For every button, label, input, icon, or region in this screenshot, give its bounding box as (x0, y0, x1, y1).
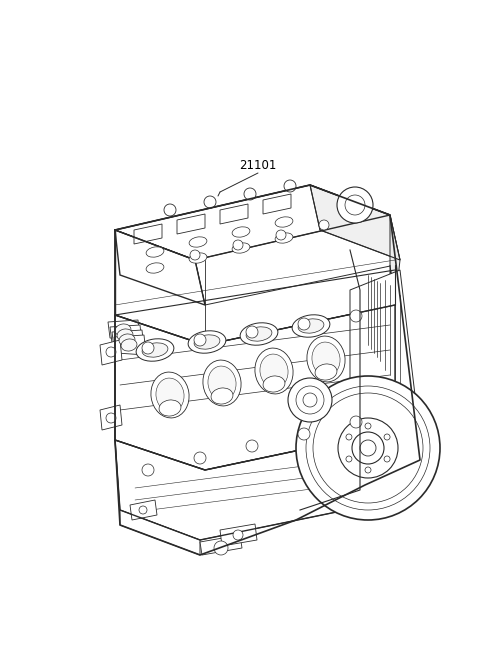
Ellipse shape (315, 364, 337, 380)
Polygon shape (120, 510, 200, 555)
Ellipse shape (117, 329, 133, 341)
Ellipse shape (240, 323, 278, 345)
Polygon shape (310, 185, 400, 260)
Circle shape (194, 452, 206, 464)
Circle shape (350, 310, 362, 322)
Polygon shape (110, 325, 142, 345)
Ellipse shape (260, 354, 288, 388)
Polygon shape (220, 524, 257, 546)
Ellipse shape (232, 227, 250, 237)
Ellipse shape (232, 243, 250, 253)
Circle shape (106, 347, 116, 357)
Ellipse shape (255, 348, 293, 394)
Circle shape (142, 464, 154, 476)
Ellipse shape (312, 342, 340, 376)
Circle shape (346, 434, 352, 440)
Circle shape (365, 423, 371, 429)
Polygon shape (200, 535, 242, 555)
Circle shape (338, 418, 398, 478)
Ellipse shape (298, 319, 324, 333)
Circle shape (360, 440, 376, 456)
Ellipse shape (151, 372, 189, 418)
Ellipse shape (189, 253, 207, 263)
Polygon shape (390, 215, 400, 305)
Polygon shape (263, 194, 291, 214)
Polygon shape (390, 390, 395, 500)
Circle shape (246, 440, 258, 452)
Polygon shape (350, 270, 420, 485)
Circle shape (194, 334, 206, 346)
Circle shape (164, 204, 176, 216)
Ellipse shape (189, 237, 207, 247)
Ellipse shape (307, 336, 345, 382)
Circle shape (296, 386, 324, 414)
Circle shape (190, 250, 200, 260)
Circle shape (214, 541, 228, 555)
Polygon shape (115, 185, 390, 260)
Polygon shape (115, 305, 395, 470)
Circle shape (345, 195, 365, 215)
Circle shape (284, 180, 296, 192)
Polygon shape (100, 340, 122, 365)
Polygon shape (115, 230, 205, 305)
Circle shape (204, 196, 216, 208)
Circle shape (303, 393, 317, 407)
Ellipse shape (246, 327, 272, 341)
Ellipse shape (146, 247, 164, 257)
Circle shape (319, 220, 329, 230)
Ellipse shape (156, 378, 184, 412)
Circle shape (246, 326, 258, 338)
Polygon shape (114, 335, 146, 355)
Circle shape (298, 428, 310, 440)
Ellipse shape (275, 217, 293, 227)
Ellipse shape (119, 334, 135, 346)
Circle shape (352, 432, 384, 464)
Circle shape (384, 434, 390, 440)
Circle shape (346, 456, 352, 462)
Ellipse shape (136, 338, 174, 361)
Ellipse shape (203, 360, 241, 406)
Circle shape (337, 187, 373, 223)
Polygon shape (115, 230, 395, 345)
Circle shape (244, 188, 256, 200)
Circle shape (233, 530, 243, 540)
Circle shape (142, 342, 154, 354)
Circle shape (296, 376, 440, 520)
Ellipse shape (121, 339, 137, 351)
Circle shape (350, 416, 362, 428)
Circle shape (298, 318, 310, 330)
Polygon shape (177, 214, 205, 234)
Circle shape (106, 413, 116, 423)
Ellipse shape (211, 388, 233, 404)
Polygon shape (220, 204, 248, 224)
Polygon shape (115, 430, 395, 540)
Polygon shape (100, 405, 122, 430)
Ellipse shape (115, 324, 131, 336)
Polygon shape (112, 330, 144, 350)
Ellipse shape (188, 331, 226, 353)
Circle shape (288, 378, 332, 422)
Ellipse shape (208, 366, 236, 400)
Circle shape (384, 456, 390, 462)
Ellipse shape (159, 400, 181, 416)
Circle shape (313, 393, 423, 503)
Ellipse shape (142, 343, 168, 357)
Circle shape (139, 506, 147, 514)
Ellipse shape (194, 335, 220, 349)
Circle shape (276, 230, 286, 240)
Circle shape (365, 467, 371, 473)
Ellipse shape (263, 376, 285, 392)
Polygon shape (108, 320, 140, 340)
Ellipse shape (292, 315, 330, 337)
Ellipse shape (275, 233, 293, 243)
Polygon shape (130, 500, 157, 520)
Polygon shape (390, 265, 395, 430)
Circle shape (306, 386, 430, 510)
Polygon shape (134, 224, 162, 244)
Circle shape (233, 240, 243, 250)
Text: 21101: 21101 (240, 159, 276, 172)
Ellipse shape (146, 263, 164, 273)
